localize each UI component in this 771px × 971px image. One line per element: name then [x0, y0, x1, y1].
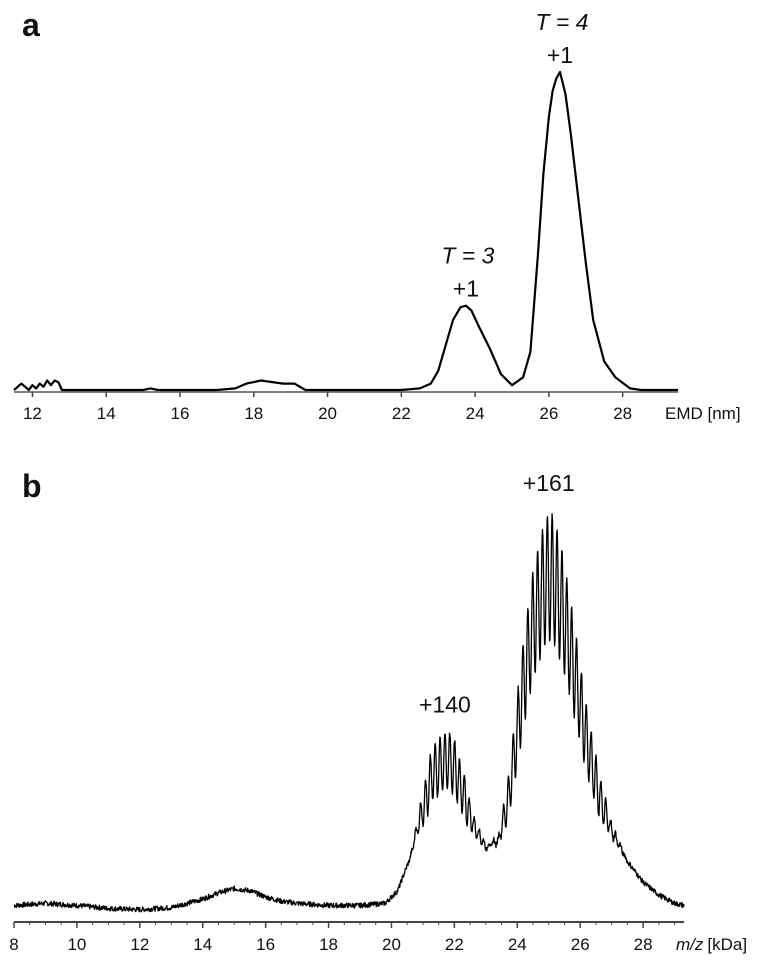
panel-b-x-label: m/z [kDa]: [676, 935, 747, 954]
panel-a-x-label: EMD [nm]: [665, 404, 741, 423]
panel-b-tick-label-16: 16: [256, 935, 275, 954]
panel-a-tick-label-20: 20: [318, 404, 337, 423]
panel-a-tick-label-26: 26: [539, 404, 558, 423]
panel-b-tick-label-8: 8: [9, 935, 18, 954]
panel-b-tick-label-10: 10: [67, 935, 86, 954]
panel-a-tick-label-14: 14: [97, 404, 116, 423]
panel-a-x-ticks: 12 14 16 18 20 22 24 26 28: [23, 392, 632, 423]
panel-a-tick-label-18: 18: [244, 404, 263, 423]
panel-a-annotation-label-1: T = 3: [441, 243, 494, 269]
panel-b-tick-label-28: 28: [634, 935, 653, 954]
panel-b-tick-label-24: 24: [508, 935, 527, 954]
panel-b-tick-label-22: 22: [445, 935, 464, 954]
panel-b-tick-label-20: 20: [382, 935, 401, 954]
panel-b-label: b: [22, 468, 42, 504]
panel-b-annotations: +140 +161: [419, 470, 575, 718]
panel-b-annotation-charge-2: +161: [523, 470, 575, 496]
panel-b-x-ticks: 8 10 12 14 16 18 20 22 24 26 28: [9, 922, 676, 954]
panel-b-tick-label-14: 14: [193, 935, 212, 954]
panel-a-tick-label-16: 16: [171, 404, 190, 423]
panel-a-annotation-label-2: T = 4: [535, 9, 588, 35]
panel-a-annotation-charge-1: +1: [453, 276, 479, 302]
panel-b-x-label-italic: m/z: [676, 935, 704, 954]
panel-a-label: a: [22, 7, 40, 43]
panel-a-tick-label-22: 22: [392, 404, 411, 423]
panel-a-annotation-charge-2: +1: [547, 42, 573, 68]
panel-b-tick-label-12: 12: [130, 935, 149, 954]
panel-b-series-line: [13, 513, 685, 913]
panel-b-x-label-unit: [kDa]: [707, 935, 747, 954]
panel-a-tick-label-28: 28: [613, 404, 632, 423]
panel-a-tick-label-12: 12: [23, 404, 42, 423]
panel-b-tick-label-18: 18: [319, 935, 338, 954]
panel-a-annotations: T = 3 +1 T = 4 +1: [441, 9, 588, 302]
panel-b: b 8 10 12 14 16 18 20 22 24 26 28 +140 +161 m/z [kDa…: [9, 468, 747, 954]
panel-b-annotation-charge-1: +140: [419, 691, 471, 717]
panel-a-tick-label-24: 24: [466, 404, 485, 423]
panel-b-tick-label-26: 26: [571, 935, 590, 954]
panel-a-series-line: [13, 70, 678, 392]
panel-a: a 12 14 16 18 20 22 24 26 28 T = 3 +1 T = 4 +1 EMD …: [13, 7, 741, 423]
